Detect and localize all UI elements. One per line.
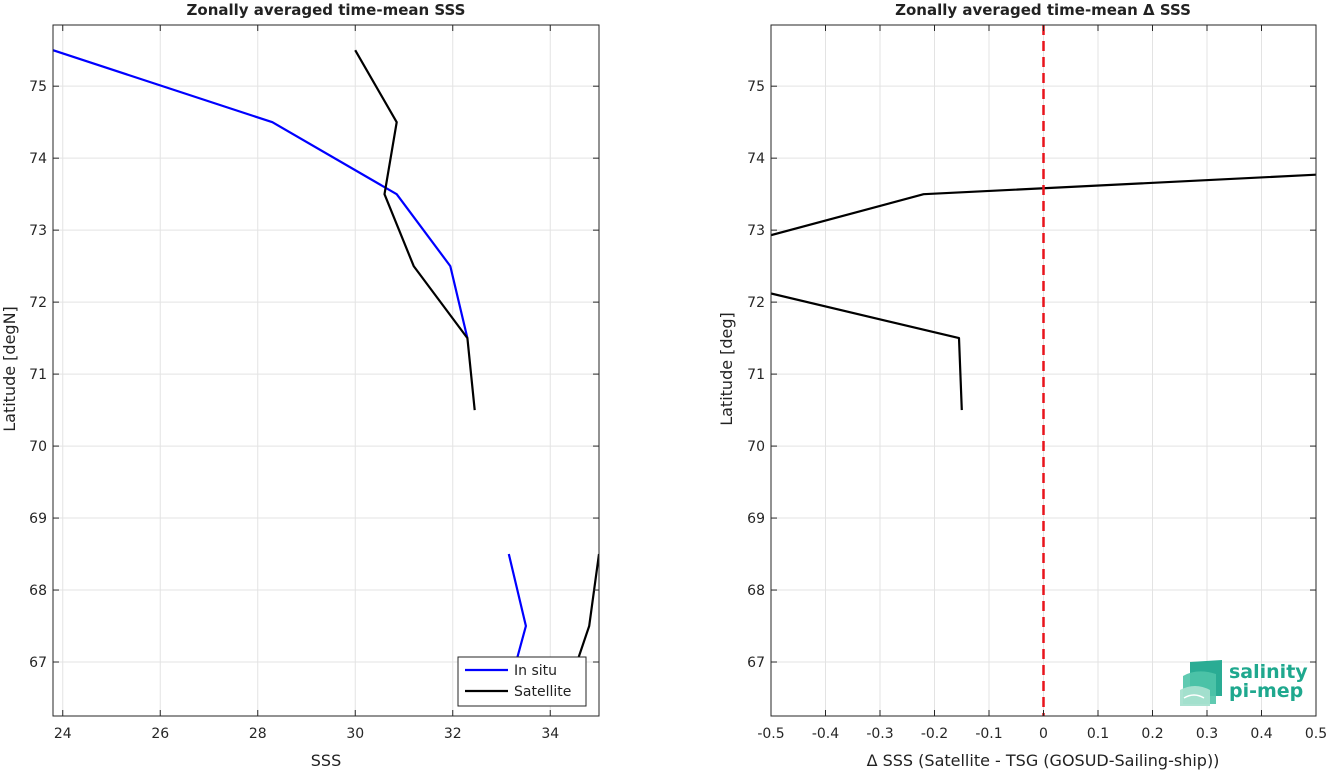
x-tick-label: 28 (249, 726, 267, 742)
series-line-in-situ (53, 49, 469, 339)
y-tick-label: 70 (29, 439, 47, 455)
delta-sss-x-axis-label: Δ SSS (Satellite - TSG (GOSUD-Sailing-sh… (867, 751, 1220, 770)
x-tick-label: 0.1 (1087, 726, 1109, 742)
series-line-satellite (573, 553, 599, 670)
y-tick-label: 72 (747, 295, 765, 311)
x-tick-label: -0.4 (812, 726, 839, 742)
y-tick-label: 69 (747, 511, 765, 527)
sss-legend-label-in-situ: In situ (514, 663, 557, 679)
series-line-delta-sss (771, 173, 1316, 237)
x-tick-label: 30 (346, 726, 364, 742)
series-line-in-situ (507, 553, 528, 663)
sss-title: Zonally averaged time-mean SSS (187, 1, 466, 19)
sss-plot-frame (52, 24, 600, 717)
y-tick-label: 67 (29, 655, 47, 671)
x-tick-label: 34 (541, 726, 559, 742)
x-tick-label: 0.3 (1196, 726, 1218, 742)
logo-text-salinity: salinity (1229, 661, 1308, 683)
sss-legend-box (457, 656, 587, 707)
x-tick-label: -0.3 (866, 726, 893, 742)
y-tick-label: 68 (747, 583, 765, 599)
sss-legend-label-satellite: Satellite (514, 684, 571, 700)
series-group (53, 49, 599, 670)
y-tick-label: 70 (747, 439, 765, 455)
y-tick-label: 71 (747, 367, 765, 383)
delta-sss-ticks: -0.5 -0.4 -0.3 -0.2 -0.1 0 0.1 0.2 0.3 0.4 0.5 67 68… (747, 25, 1327, 742)
sss-grid (53, 25, 599, 716)
x-tick-label: 0.5 (1305, 726, 1327, 742)
y-tick-label: 69 (29, 511, 47, 527)
y-tick-label: 67 (747, 655, 765, 671)
y-tick-label: 75 (29, 79, 47, 95)
y-tick-label: 73 (29, 223, 47, 239)
y-tick-label: 72 (29, 295, 47, 311)
sss-series (53, 49, 599, 670)
delta-sss-series (771, 25, 1316, 716)
series-line-satellite (354, 49, 476, 411)
series-line-delta-sss (771, 292, 963, 411)
delta-sss-y-axis-label: Latitude [deg] (717, 312, 736, 426)
x-tick-label: 32 (444, 726, 462, 742)
sss-ticks: 24 26 28 30 32 34 67 68 69 70 71 72 73 74 75 (29, 25, 599, 742)
x-tick-label: -0.5 (757, 726, 784, 742)
x-tick-label: -0.2 (921, 726, 948, 742)
delta-sss-title: Zonally averaged time-mean Δ SSS (895, 1, 1191, 19)
x-tick-label: 0.4 (1250, 726, 1272, 742)
y-tick-label: 75 (747, 79, 765, 95)
y-tick-label: 73 (747, 223, 765, 239)
salinity-pi-mep-logo: salinity pi-mep (1180, 660, 1308, 706)
x-tick-label: 26 (151, 726, 169, 742)
sss-panel: Zonally averaged time-mean SSS SSS Latit… (0, 1, 600, 770)
x-tick-label: 0 (1039, 726, 1048, 742)
series-group (771, 25, 1316, 716)
sss-y-axis-label: Latitude [degN] (0, 306, 19, 432)
logo-text-pi-mep: pi-mep (1229, 680, 1303, 702)
y-tick-label: 74 (29, 151, 47, 167)
y-tick-label: 71 (29, 367, 47, 383)
sss-legend: In situ Satellite (457, 656, 587, 707)
x-tick-label: 0.2 (1141, 726, 1163, 742)
sss-x-axis-label: SSS (311, 751, 341, 770)
y-tick-label: 74 (747, 151, 765, 167)
y-tick-label: 68 (29, 583, 47, 599)
delta-sss-panel: Zonally averaged time-mean Δ SSS Δ SSS (… (717, 1, 1327, 770)
x-tick-label: -0.1 (975, 726, 1002, 742)
x-tick-label: 24 (54, 726, 72, 742)
logo-wave-icon (1180, 660, 1222, 706)
